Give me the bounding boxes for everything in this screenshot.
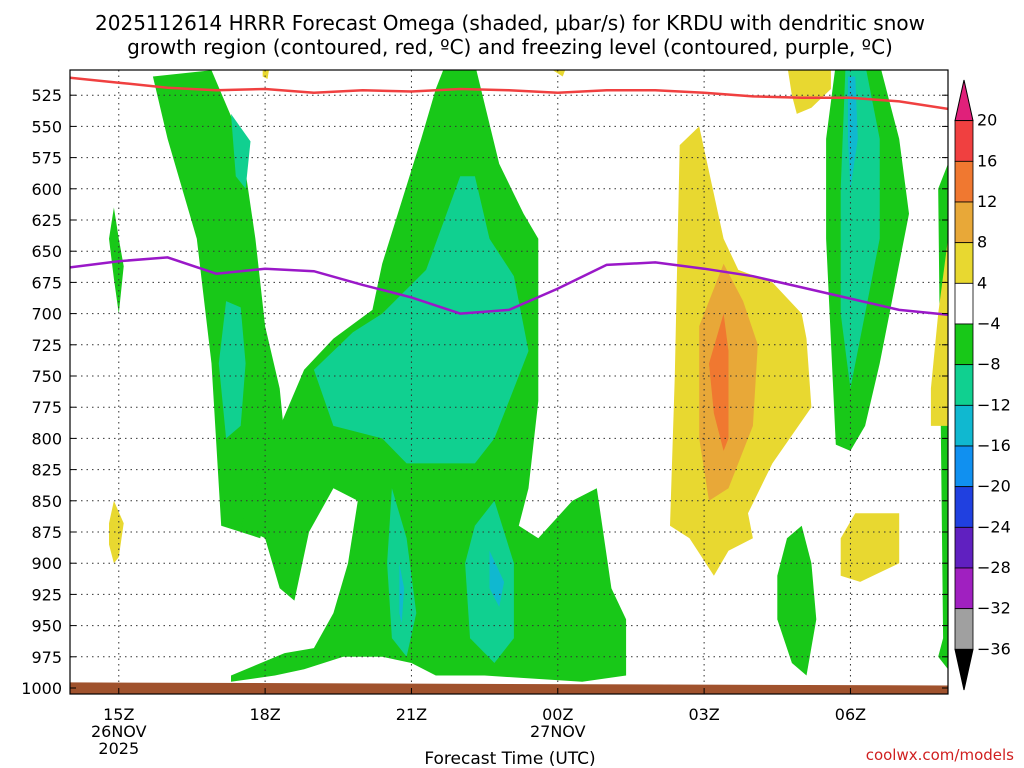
omega-region-green [152,70,285,539]
y-tick-label-950: 950 [31,617,62,636]
freezing-contour-line [70,256,948,317]
colorbar-swatch [954,323,974,366]
omega-region-yellow [109,500,124,564]
x-axis: 15Z 26NOV 2025 18Z 21Z 00Z 27NOV 03Z 06Z [91,688,866,758]
y-tick-label-825: 825 [31,461,62,480]
y-tick-label-800: 800 [31,429,62,448]
colorbar-label: 20 [977,111,997,130]
y-tick-label-675: 675 [31,273,62,292]
y-tick-label-600: 600 [31,180,62,199]
omega-region-yellow [262,70,269,79]
y-tick-label-575: 575 [31,149,62,168]
colorbar-label: −4 [977,314,1001,333]
chart-title-line-1: 2025112614 HRRR Forecast Omega (shaded, … [95,11,925,35]
colorbar-swatch [954,445,974,488]
colorbar-swatch [954,404,974,447]
y-tick-label-775: 775 [31,398,62,417]
y-tick-label-925: 925 [31,585,62,604]
colorbar-swatch [954,608,974,650]
ground-surface [70,682,948,694]
x-tick-label-21Z: 21Z [396,705,427,724]
y-tick-label-525: 525 [31,86,62,105]
omega-region-yellow [930,238,948,426]
y-tick-label-550: 550 [31,117,62,136]
plot-area [70,70,948,694]
colorbar-label: 16 [977,151,997,170]
plot-frame [69,69,949,695]
colorbar-swatch [954,242,974,284]
colorbar-swatch-bottom [954,648,974,691]
colorbar-label: −12 [977,395,1011,414]
x-tick-label-03Z: 03Z [688,705,719,724]
colorbar-swatch [954,486,974,528]
omega-region-yellow [787,70,831,114]
colorbar-swatch [954,120,974,162]
y-tick-label-875: 875 [31,523,62,542]
y-tick-label-900: 900 [31,554,62,573]
omega-region-green [777,525,817,676]
colorbar-label: −8 [977,355,1001,374]
omega-region-yellow [840,513,900,582]
colorbar-swatch [954,160,974,203]
omega-region-yellow [552,70,566,77]
omega-region-cyan [399,563,405,624]
colorbar-label: −16 [977,436,1011,455]
dendritic-contour-line [70,76,948,111]
credit-text: coolwx.com/models [866,746,1014,764]
omega-region-teal [313,176,529,464]
y-tick-label-725: 725 [31,336,62,355]
x-tick-label-18Z: 18Z [249,705,280,724]
omega-region-teal [387,488,417,657]
y-tick-label-650: 650 [31,242,62,261]
y-tick-label-975: 975 [31,648,62,667]
omega-region-cyan [489,550,505,607]
colorbar-label: −32 [977,599,1011,618]
x-tick-label-06Z: 06Z [835,705,866,724]
colorbar-swatch [954,567,974,610]
omega-region-cyan [848,76,858,189]
x-tick-label-00Z: 00Z 27NOV [530,705,586,741]
x-axis-label: Forecast Time (UTC) [424,749,595,768]
colorbar-swatch [954,282,974,325]
x-tick-label-15Z: 15Z 26NOV 2025 [91,705,147,758]
colorbar-label: 4 [977,273,987,292]
colorbar-swatch [954,526,974,569]
colorbar-label: −24 [977,517,1011,536]
colorbar-label: −36 [977,639,1011,658]
y-tick-label-750: 750 [31,367,62,386]
y-tick-label-850: 850 [31,492,62,511]
colorbar-label: 12 [977,192,997,211]
colorbar-swatch [954,201,974,244]
colorbar: 20 16 12 8 4 −4 −8 −12 −16 −20 −24 −28 −32 −36 [954,79,1011,691]
colorbar-swatch-top [954,79,974,122]
omega-region-teal [218,301,246,439]
y-tick-label-700: 700 [31,305,62,324]
colorbar-swatch [954,364,974,406]
chart-title-line-2: growth region (contoured, red, ºC) and f… [127,35,893,59]
colorbar-label: 8 [977,233,987,252]
y-tick-label-1000: 1000 [21,679,62,698]
colorbar-label: −28 [977,558,1011,577]
y-tick-label-625: 625 [31,211,62,230]
omega-region-teal [231,113,251,189]
y-axis: 525 550 575 600 625 650 675 700 725 750 775 800 825 8… [21,86,948,698]
colorbar-label: −20 [977,477,1011,496]
omega-region-darkorange [709,313,729,451]
